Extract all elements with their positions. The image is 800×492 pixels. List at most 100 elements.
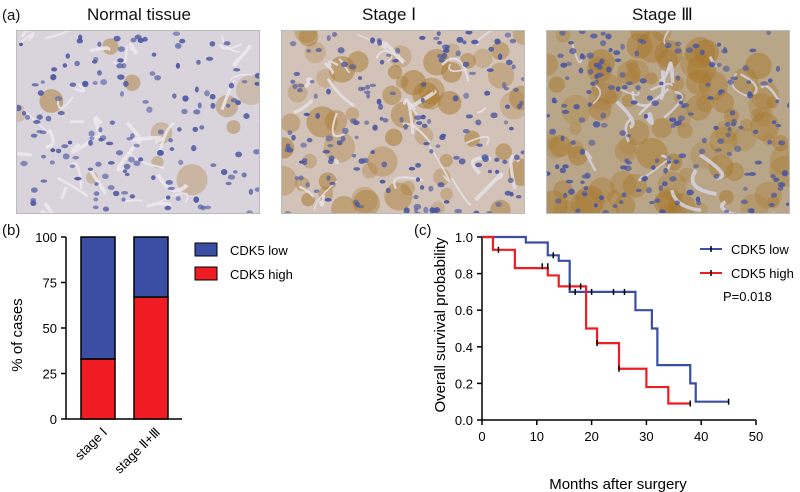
bar-low-1 bbox=[133, 236, 169, 298]
stain-patch bbox=[636, 138, 668, 170]
cell-nucleus bbox=[205, 56, 214, 61]
cell-nucleus bbox=[555, 198, 562, 204]
cell-nucleus bbox=[436, 31, 441, 36]
cell-nucleus bbox=[646, 95, 653, 101]
survival-line-cdk5-high bbox=[482, 235, 691, 405]
cell-nucleus bbox=[594, 79, 599, 85]
cell-nucleus bbox=[565, 179, 574, 184]
cell-nucleus bbox=[481, 154, 489, 161]
cell-nucleus bbox=[419, 185, 425, 190]
stain-patch bbox=[625, 58, 638, 72]
cell-nucleus bbox=[502, 159, 508, 165]
stain-patch bbox=[331, 195, 357, 213]
cell-nucleus bbox=[315, 112, 321, 119]
cell-nucleus bbox=[233, 170, 238, 174]
micrograph-title-stage-3: Stage Ⅲ bbox=[632, 5, 693, 24]
stain-patch bbox=[553, 180, 573, 200]
cell-nucleus bbox=[235, 100, 241, 106]
cell-nucleus bbox=[476, 143, 483, 147]
cell-nucleus bbox=[619, 130, 627, 136]
tissue-septum bbox=[659, 70, 666, 101]
stain-patch bbox=[549, 134, 572, 158]
cell-nucleus bbox=[403, 207, 410, 213]
cell-nucleus bbox=[354, 135, 359, 140]
cell-nucleus bbox=[734, 145, 742, 153]
cell-nucleus bbox=[503, 86, 510, 91]
cell-nucleus bbox=[775, 99, 780, 104]
cell-nucleus bbox=[102, 206, 110, 212]
cell-nucleus bbox=[372, 124, 378, 131]
stain-patch bbox=[654, 39, 683, 68]
tissue-septum bbox=[45, 128, 55, 149]
cell-nucleus bbox=[112, 190, 120, 197]
stain-patch bbox=[610, 170, 637, 198]
cell-nucleus bbox=[549, 128, 557, 135]
stacked-bar-chart: % of cases CDK5 low CDK5 high 0 25 50 75 100… bbox=[9, 230, 293, 476]
cell-nucleus bbox=[45, 115, 52, 122]
cell-nucleus bbox=[199, 125, 205, 130]
cell-nucleus bbox=[509, 38, 517, 44]
cell-nucleus bbox=[149, 71, 156, 76]
cell-nucleus bbox=[785, 202, 789, 207]
survival-line-cdk5-low bbox=[482, 235, 729, 403]
cell-nucleus bbox=[486, 68, 494, 72]
cell-nucleus bbox=[439, 134, 446, 140]
stain-patch bbox=[512, 31, 524, 46]
cell-nucleus bbox=[602, 209, 610, 213]
cell-nucleus bbox=[130, 37, 137, 43]
b-legend-swatch-high bbox=[194, 266, 218, 281]
cell-nucleus bbox=[423, 141, 430, 146]
cell-nucleus bbox=[659, 209, 666, 213]
cell-nucleus bbox=[748, 172, 756, 176]
stain-patch bbox=[753, 106, 773, 127]
stain-patch bbox=[769, 145, 789, 176]
tissue-septum bbox=[129, 135, 163, 145]
cell-nucleus bbox=[726, 151, 732, 157]
stain-patch bbox=[295, 176, 310, 192]
cell-nucleus bbox=[667, 160, 672, 164]
cell-nucleus bbox=[297, 88, 303, 93]
cell-nucleus bbox=[717, 138, 725, 144]
micrograph-normal-tissue bbox=[16, 30, 260, 214]
tissue-septum bbox=[644, 111, 654, 125]
cell-nucleus bbox=[504, 32, 512, 38]
cell-nucleus bbox=[692, 43, 700, 49]
cell-nucleus bbox=[744, 172, 751, 176]
tissue-septum bbox=[670, 189, 702, 213]
cell-nucleus bbox=[635, 188, 642, 193]
cell-nucleus bbox=[353, 167, 361, 171]
cell-nucleus bbox=[382, 118, 389, 123]
stain-patch bbox=[385, 128, 403, 147]
cell-nucleus bbox=[462, 61, 470, 68]
cell-nucleus bbox=[315, 47, 322, 53]
cell-nucleus bbox=[429, 149, 434, 154]
cell-nucleus bbox=[680, 104, 686, 109]
cell-nucleus bbox=[557, 53, 564, 58]
cell-nucleus bbox=[365, 84, 371, 90]
cell-nucleus bbox=[72, 155, 79, 160]
cell-nucleus bbox=[495, 169, 500, 174]
tissue-septum bbox=[232, 44, 252, 67]
cell-nucleus bbox=[62, 153, 70, 160]
cell-nucleus bbox=[157, 149, 164, 156]
tissue-septum bbox=[408, 89, 437, 110]
cell-nucleus bbox=[606, 66, 612, 73]
cell-nucleus bbox=[291, 134, 296, 141]
cell-nucleus bbox=[74, 176, 82, 181]
cell-nucleus bbox=[246, 210, 253, 213]
cell-nucleus bbox=[165, 180, 173, 185]
cell-nucleus bbox=[117, 74, 125, 80]
micrograph-title-stage-1: Stage Ⅰ bbox=[362, 5, 417, 24]
stain-patch bbox=[656, 188, 683, 213]
stain-patch bbox=[387, 64, 403, 80]
cell-nucleus bbox=[362, 157, 369, 164]
stain-patch bbox=[287, 82, 308, 103]
cell-nucleus bbox=[501, 82, 507, 89]
cell-nucleus bbox=[324, 197, 332, 202]
stain-patch bbox=[745, 52, 772, 80]
cell-nucleus bbox=[419, 35, 426, 41]
c-x-tick-label: 50 bbox=[749, 429, 763, 444]
cell-nucleus bbox=[507, 177, 514, 184]
cell-nucleus bbox=[74, 60, 80, 67]
cell-nucleus bbox=[677, 115, 686, 121]
